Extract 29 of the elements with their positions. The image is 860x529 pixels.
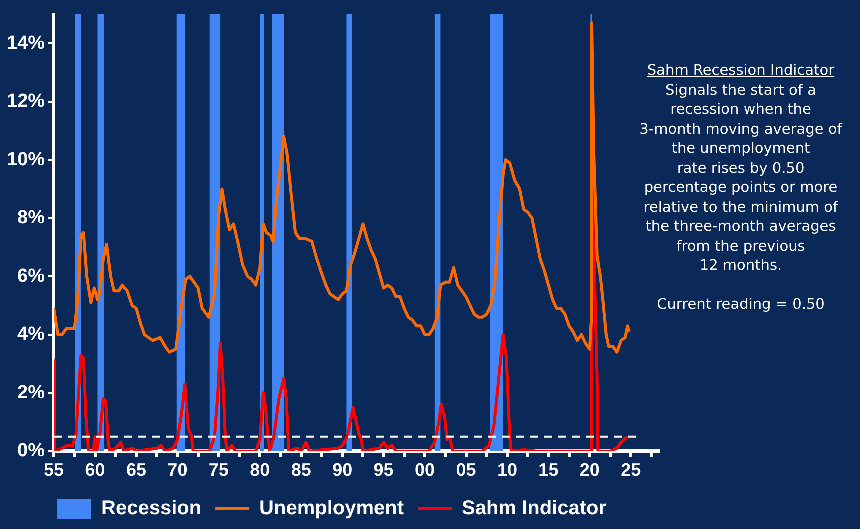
x-tick-label: 15: [538, 460, 559, 480]
x-tick-label: 60: [85, 460, 106, 480]
legend-label: Sahm Indicator: [462, 498, 607, 520]
x-tick-label: 00: [415, 460, 436, 480]
x-tick-label: 90: [332, 460, 353, 480]
y-tick-label: 6%: [18, 266, 46, 287]
y-tick-label: 4%: [18, 324, 46, 346]
x-tick-label: 65: [126, 460, 146, 480]
x-tick-label: 55: [44, 460, 64, 480]
x-tick-label: 10: [497, 460, 518, 480]
legend-label: Unemployment: [260, 498, 404, 520]
annotation: Current reading = 0.50: [656, 296, 826, 314]
annotation: Sahm Recession Indicator: [646, 62, 836, 81]
x-tick-label: 70: [168, 460, 188, 480]
y-tick-label: 2%: [18, 382, 46, 404]
y-tick-label: 12%: [6, 91, 46, 112]
y-tick-label: 10%: [6, 149, 46, 170]
text: Signals the start of a recession when the 3-month moving average of the unemployment rate rises by 0.50 percentage points or more relative to the minimum of the three-month averages from the previous 12 months.: [640, 82, 842, 274]
x-tick-label: 80: [250, 460, 270, 480]
y-tick-label: 8%: [18, 208, 46, 229]
x-tick-label: 75: [208, 460, 229, 480]
x-tick-label: 85: [291, 460, 312, 480]
legend-label: Recession: [102, 498, 202, 520]
x-tick-label: 95: [374, 460, 394, 480]
x-tick-label: 20: [580, 460, 600, 480]
y-tick-label: 0%: [18, 440, 46, 462]
x-tick-label: 25: [621, 460, 642, 480]
x-tick-label: 05: [456, 460, 476, 480]
y-tick-label: 14%: [6, 32, 46, 54]
